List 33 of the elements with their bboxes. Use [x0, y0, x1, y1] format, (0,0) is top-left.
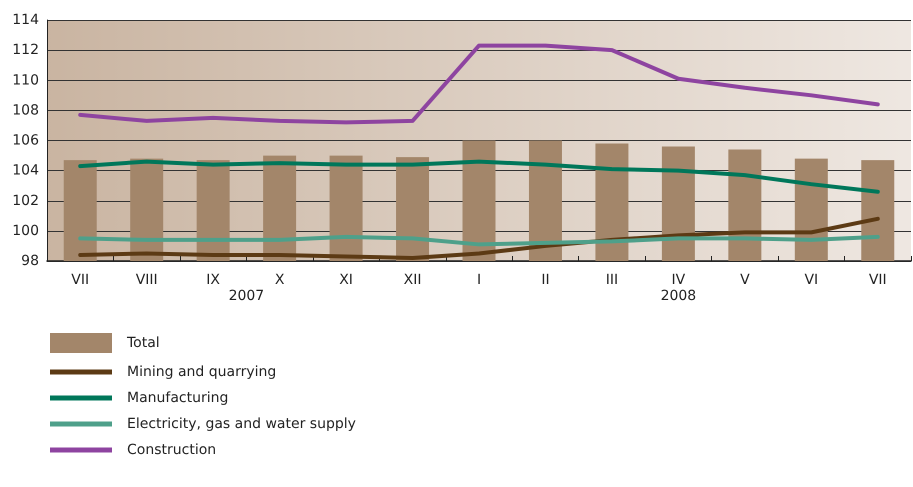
y-tick-label: 98 [21, 253, 39, 269]
x-tick-label: VII [868, 272, 887, 288]
x-tick-label: VII [71, 272, 90, 288]
y-tick-label: 100 [12, 222, 39, 239]
x-tick-label: III [606, 272, 618, 288]
y-tick-label: 114 [12, 12, 40, 28]
y-tick-label: 104 [12, 162, 40, 179]
x-tick-label: VI [804, 272, 818, 288]
y-tick-label: 108 [12, 102, 39, 118]
text: 2008 [660, 288, 696, 304]
x-tick-label: XI [339, 272, 353, 288]
y-tick-label: 110 [12, 72, 39, 88]
x-tick-label: II [541, 272, 550, 288]
x-tick-label: X [274, 272, 285, 288]
legend-label: Mining and quarrying [127, 364, 276, 380]
legend-label: Construction [127, 442, 216, 458]
x-tick-label: XII [404, 272, 422, 288]
y-tick-label: 112 [12, 42, 39, 58]
line-series [78, 216, 880, 260]
line-series [78, 44, 880, 124]
text: 2007 [228, 288, 264, 304]
line-series [78, 160, 880, 194]
legend-label: Manufacturing [127, 390, 228, 406]
x-tick-label: I [476, 272, 482, 288]
x-tick-label: IX [206, 272, 220, 288]
legend-label: Total [126, 335, 160, 351]
y-tick-label: 102 [12, 192, 39, 209]
x-tick-label: IV [672, 272, 686, 288]
y-tick-label: 106 [12, 132, 40, 148]
x-tick-label: VIII [136, 272, 158, 288]
legend-label: Electricity, gas and water supply [127, 416, 356, 432]
x-tick-label: V [740, 272, 750, 288]
line-series [78, 234, 880, 246]
